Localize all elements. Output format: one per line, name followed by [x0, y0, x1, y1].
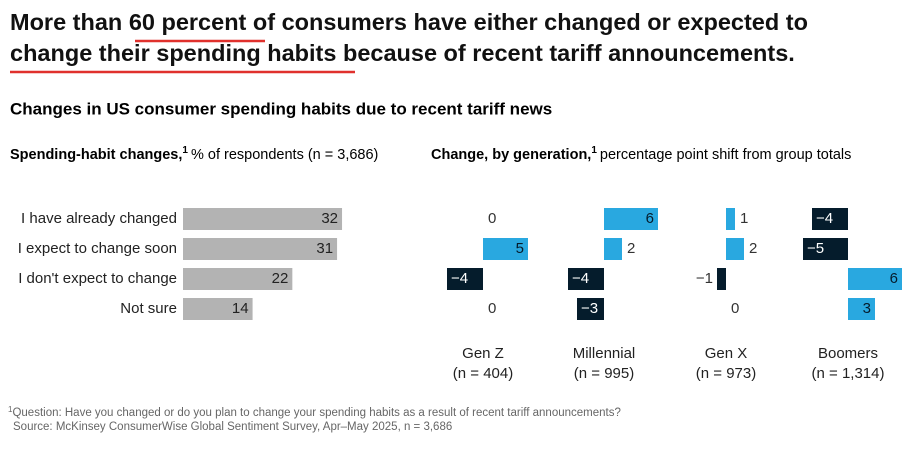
series-note: (n = 973) [696, 365, 756, 382]
bar [726, 238, 744, 260]
value-label: −4 [816, 210, 833, 227]
bar [483, 238, 528, 260]
series-note: (n = 404) [453, 365, 513, 382]
headline-part: of consumers have either changed or expe… [246, 9, 808, 35]
value-label: 31 [316, 240, 333, 257]
value-label: 2 [749, 240, 757, 257]
bar [604, 238, 622, 260]
bar [568, 268, 604, 290]
footnote-text: Question: Have you changed or do you pla… [12, 407, 620, 419]
value-label: 6 [646, 210, 654, 227]
series-name: Gen Z [462, 345, 504, 362]
headline-part: because of recent tariff announcements. [336, 40, 794, 66]
footnote-marker: 1 [182, 145, 188, 156]
title: Spending-habit changes, [10, 147, 182, 163]
value-label: 0 [731, 300, 739, 317]
left-chart-title: Spending-habit changes,1% of respondents… [10, 145, 378, 163]
headline-highlight: 60 percent [129, 9, 247, 35]
footnote-marker: 1 [8, 405, 13, 414]
series-note: (n = 995) [574, 365, 634, 382]
bar [447, 268, 483, 290]
bar [183, 208, 343, 230]
value-label: 1 [740, 210, 748, 227]
category-label: I don't expect to change [18, 270, 177, 287]
footnote: 1Question: Have you changed or do you pl… [8, 405, 621, 419]
value-label: 3 [863, 300, 871, 317]
headline-highlight: change their spending habits [10, 40, 336, 66]
value-label: 2 [627, 240, 635, 257]
subtitle: Changes in US consumer spending habits d… [10, 99, 552, 118]
headline-line-1: More than 60 percent of consumers have e… [10, 9, 808, 35]
category-label: I expect to change soon [18, 240, 177, 257]
value-label: −5 [807, 240, 824, 257]
value-label: −1 [696, 270, 713, 287]
series-name: Boomers [818, 345, 878, 362]
value-label: 6 [890, 270, 898, 287]
value-label: −4 [451, 270, 468, 287]
bar [848, 298, 875, 320]
title-note: % of respondents (n = 3,686) [191, 147, 378, 163]
value-label: 14 [232, 300, 249, 317]
headline-line-2: change their spending habits because of … [10, 40, 795, 66]
title: Change, by generation, [431, 147, 591, 163]
bar [183, 298, 253, 320]
footnote-marker: 1 [591, 145, 597, 156]
category-label: Not sure [120, 300, 177, 317]
series-name: Gen X [705, 345, 748, 362]
value-label: 5 [516, 240, 524, 257]
value-label: 0 [488, 210, 496, 227]
value-label: 32 [321, 210, 338, 227]
bar [183, 238, 338, 260]
right-chart-title: Change, by generation,1 percentage point … [431, 145, 851, 163]
value-label: 0 [488, 300, 496, 317]
series-name: Millennial [573, 345, 636, 362]
bar [717, 268, 726, 290]
value-label: −4 [572, 270, 589, 287]
series-note: (n = 1,314) [812, 365, 885, 382]
value-label: −3 [581, 300, 598, 317]
bar [848, 268, 902, 290]
source: Source: McKinsey ConsumerWise Global Sen… [13, 421, 452, 433]
title-note: percentage point shift from group totals [600, 147, 851, 163]
value-label: 22 [272, 270, 289, 287]
bar [604, 208, 658, 230]
bar [803, 238, 848, 260]
headline-part: More than [10, 9, 129, 35]
bar [726, 208, 735, 230]
bar [183, 268, 293, 290]
bar [577, 298, 604, 320]
bar [812, 208, 848, 230]
category-label: I have already changed [21, 210, 177, 227]
